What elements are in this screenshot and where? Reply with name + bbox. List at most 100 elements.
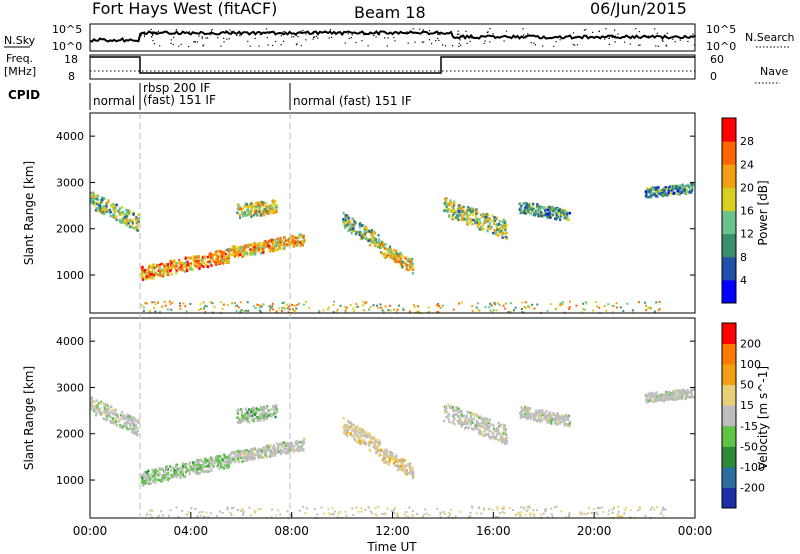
scatter-cell (103, 409, 106, 412)
scatter-cell (336, 308, 339, 311)
scatter-cell (368, 243, 371, 247)
scatter-cell (409, 260, 412, 264)
scatter-cell (529, 407, 532, 410)
scatter-cell (380, 306, 383, 309)
scatter-cell (184, 264, 187, 267)
scatter-cell (90, 405, 93, 408)
scatter-cell (451, 421, 454, 424)
scatter-cell (397, 464, 400, 468)
nsearch-point (461, 36, 463, 38)
scatter-cell (676, 189, 679, 193)
scatter-cell (526, 205, 529, 209)
y-tick-label: 3000 (56, 381, 84, 394)
scatter-cell (336, 516, 339, 519)
scatter-cell (229, 461, 232, 465)
scatter-cell (507, 311, 510, 313)
scatter-cell (166, 267, 169, 271)
scatter-cell (471, 427, 474, 430)
scatter-cell (251, 414, 254, 418)
scatter-cell (500, 229, 503, 233)
scatter-cell (195, 463, 198, 467)
scatter-cell (475, 306, 478, 309)
scatter-cell (492, 427, 496, 430)
scatter-cell (596, 506, 599, 509)
scatter-cell (663, 193, 666, 197)
scatter-cell (177, 261, 180, 265)
scatter-cell (468, 420, 471, 423)
scatter-cell (191, 268, 194, 271)
scatter-cell (362, 224, 365, 227)
scatter-cell (487, 421, 490, 425)
scatter-cell (237, 203, 240, 207)
scatter-cell (457, 410, 460, 414)
scatter-cell (356, 425, 359, 428)
scatter-cell (495, 433, 499, 436)
scatter-cell (478, 429, 481, 432)
scatter-cell (660, 189, 663, 192)
scatter-cell (511, 509, 514, 511)
scatter-cell (616, 515, 619, 518)
scatter-cell (209, 512, 212, 515)
scatter-cell (253, 249, 256, 252)
scatter-cell (151, 263, 154, 267)
scatter-cell (343, 427, 346, 431)
scatter-cell (495, 437, 498, 440)
scatter-cell (249, 415, 252, 418)
nsearch-point (283, 40, 285, 42)
nsearch-point (266, 37, 268, 39)
scatter-cell (236, 251, 240, 255)
scatter-cell (269, 453, 272, 457)
scatter-cell (461, 216, 464, 219)
scatter-cell (260, 451, 263, 455)
scatter-cell (503, 425, 506, 428)
scatter-cell (345, 425, 348, 428)
scatter-cell (227, 465, 230, 468)
scatter-cell (368, 441, 371, 444)
scatter-cell (275, 204, 278, 207)
scatter-cell (112, 212, 115, 216)
scatter-cell (560, 208, 564, 212)
scatter-cell (357, 427, 360, 431)
scatter-cell (492, 222, 496, 225)
scatter-cell (161, 479, 164, 482)
scatter-cell (269, 455, 272, 458)
scatter-cell (639, 508, 642, 510)
scatter-cell (224, 252, 227, 256)
scatter-cell (462, 415, 465, 418)
scatter-cell (265, 450, 268, 454)
scatter-cell (141, 268, 144, 272)
scatter-cell (106, 417, 109, 421)
scatter-cell (245, 449, 248, 452)
scatter-cell (478, 507, 481, 509)
scatter-cell (354, 426, 357, 429)
scatter-cell (271, 211, 274, 214)
scatter-cell (108, 407, 111, 411)
x-axis: 00:00 04:00 08:00 12:00 16:00 20:00 00:00 (73, 512, 712, 538)
scatter-cell (136, 228, 139, 232)
scatter-cell (562, 419, 565, 422)
scatter-cell (612, 311, 614, 314)
scatter-cell (489, 309, 492, 312)
scatter-cell (407, 516, 410, 519)
nsearch-point (211, 29, 213, 31)
scatter-cell (283, 236, 286, 240)
scatter-cell (238, 453, 242, 456)
scatter-cell (169, 509, 172, 512)
scatter-cell (262, 456, 265, 459)
scatter-cell (202, 260, 205, 264)
scatter-cell (301, 242, 304, 246)
scatter-cell (356, 440, 359, 444)
nsearch-point (583, 29, 585, 31)
scatter-cell (149, 513, 152, 516)
scatter-cell (90, 192, 93, 195)
nsearch-point (531, 34, 533, 36)
scatter-cell (265, 407, 268, 410)
scatter-cell (241, 456, 244, 460)
y-tick-label: 4000 (56, 130, 84, 143)
scatter-cell (685, 184, 688, 188)
scatter-cell (445, 416, 448, 419)
scatter-cell (458, 210, 461, 213)
scatter-cell (240, 510, 243, 512)
scatter-cell (369, 306, 372, 309)
